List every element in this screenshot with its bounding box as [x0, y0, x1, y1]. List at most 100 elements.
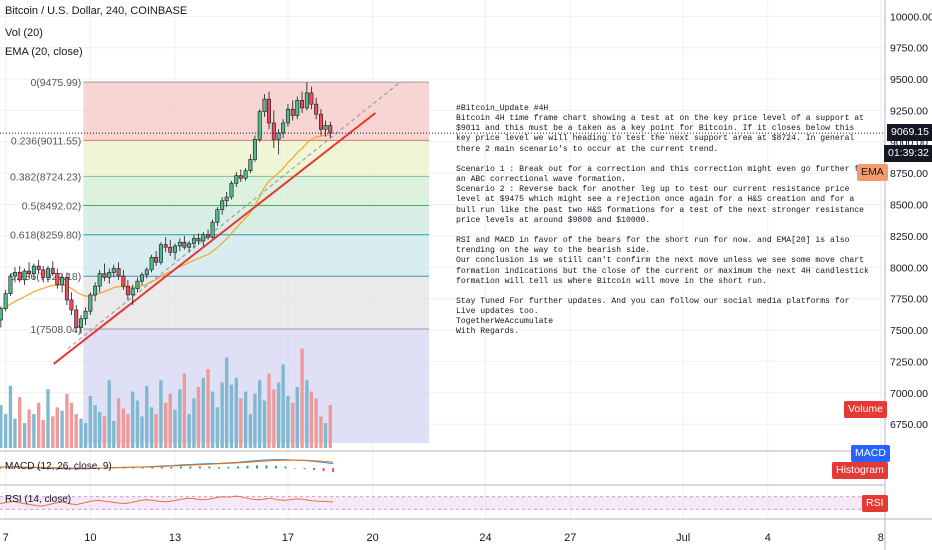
price-tick-label: 6750.00	[890, 419, 928, 431]
volume-bar	[243, 391, 248, 448]
price-axis-background	[885, 0, 932, 550]
volume-bar	[83, 423, 88, 448]
histogram-tag: Histogram	[832, 462, 888, 479]
candle-body	[8, 275, 13, 294]
fib-zone	[83, 276, 430, 330]
candle-body	[12, 272, 17, 277]
candle-body	[281, 122, 286, 134]
analysis-note[interactable]: #Bitcoin_Update #4H Bitcoin 4H time fram…	[456, 104, 869, 337]
volume-bar	[55, 407, 59, 448]
candle-body	[97, 273, 102, 287]
candle-body	[93, 285, 98, 296]
volume-bar	[126, 414, 130, 448]
candle-body	[323, 125, 328, 130]
macd-histogram-bar	[56, 468, 59, 471]
candle-body	[238, 175, 243, 179]
volume-bar	[140, 416, 144, 448]
candle-body	[206, 234, 211, 238]
volume-bar	[51, 416, 55, 448]
volume-bar	[32, 414, 36, 448]
volume-bar	[210, 391, 215, 448]
macd-histogram-bar	[160, 466, 163, 469]
volume-bar	[41, 419, 45, 448]
volume-bar	[201, 377, 205, 448]
volume-bar	[168, 393, 172, 448]
candle-body	[64, 277, 69, 301]
volume-bar	[314, 398, 318, 448]
time-tick-label: 24	[479, 532, 491, 544]
volume-tag: Volume	[844, 401, 888, 418]
candle-body	[210, 221, 215, 238]
macd-histogram-bar	[179, 466, 182, 469]
macd-indicator-label[interactable]: MACD (12, 26, close, 9)	[5, 461, 112, 472]
candle-body	[88, 294, 93, 312]
candle-body	[107, 272, 112, 278]
fib-level-label: 1(7508.04)	[30, 324, 81, 336]
candle-body	[69, 299, 74, 311]
candle-body	[177, 241, 182, 247]
volume-bar	[328, 405, 332, 448]
candle-body	[285, 108, 290, 124]
price-tick-label: 8750.00	[890, 168, 928, 180]
candle-body	[300, 100, 305, 109]
symbol-title[interactable]: Bitcoin / U.S. Dollar, 240, COINBASE	[5, 5, 188, 17]
macd-histogram-bar	[294, 468, 297, 469]
candle-body	[257, 111, 262, 140]
volume-bar	[286, 396, 290, 448]
time-tick-label: 13	[169, 532, 181, 544]
candle-body	[46, 268, 50, 278]
volume-bar	[323, 423, 328, 448]
price-tick-label: 7750.00	[890, 294, 928, 306]
price-tick-label: 8500.00	[890, 200, 928, 212]
macd-histogram-bar	[332, 468, 335, 473]
volume-bar	[121, 408, 126, 448]
candle-body	[290, 108, 295, 116]
time-tick-label: 8	[878, 532, 884, 544]
volume-bar	[225, 357, 229, 448]
candle-body	[135, 280, 140, 289]
fib-level-label: 0.618(8259.80)	[10, 230, 81, 242]
volume-bar	[253, 393, 257, 448]
volume-bar	[173, 409, 177, 448]
macd-histogram-bar	[170, 466, 173, 469]
candle-body	[262, 98, 267, 112]
ema-tag: EMA	[857, 164, 888, 181]
price-tick-label: 8250.00	[890, 231, 928, 243]
macd-histogram-bar	[46, 468, 49, 470]
fib-zone	[83, 82, 430, 141]
volume-bar	[258, 380, 262, 448]
candle-body	[0, 308, 3, 321]
macd-histogram-bar	[151, 466, 154, 469]
volume-bar	[234, 377, 238, 448]
macd-histogram-bar	[227, 466, 230, 469]
volume-bar	[300, 348, 304, 448]
fib-level-label: 0(9475.99)	[30, 77, 81, 89]
macd-histogram-bar	[284, 466, 287, 469]
volume-bar	[215, 407, 220, 448]
candle-body	[220, 200, 225, 210]
time-tick-label: 17	[282, 532, 294, 544]
candle-body	[276, 132, 281, 140]
candle-body	[314, 103, 319, 115]
volume-bar	[267, 373, 271, 448]
candle-body	[304, 92, 309, 109]
rsi-tag: RSI	[862, 495, 888, 512]
macd-histogram-bar	[18, 468, 21, 470]
volume-bar	[305, 380, 309, 448]
candle-body	[116, 268, 121, 277]
current-price-tag: 9069.15	[887, 124, 932, 141]
candle-body	[111, 268, 116, 273]
candle-body	[224, 196, 229, 202]
ema-indicator-label[interactable]: EMA (20, close)	[5, 46, 83, 58]
fib-zone	[83, 176, 430, 206]
rsi-indicator-label[interactable]: RSI (14, close)	[5, 494, 72, 505]
macd-histogram-bar	[8, 468, 11, 470]
candle-body	[130, 288, 135, 296]
macd-histogram-bar	[275, 465, 278, 469]
macd-histogram-bar	[198, 466, 201, 469]
candle-body	[36, 265, 41, 271]
candle-body	[55, 273, 60, 286]
volume-bar	[187, 414, 191, 448]
volume-indicator-label[interactable]: Vol (20)	[5, 27, 43, 39]
